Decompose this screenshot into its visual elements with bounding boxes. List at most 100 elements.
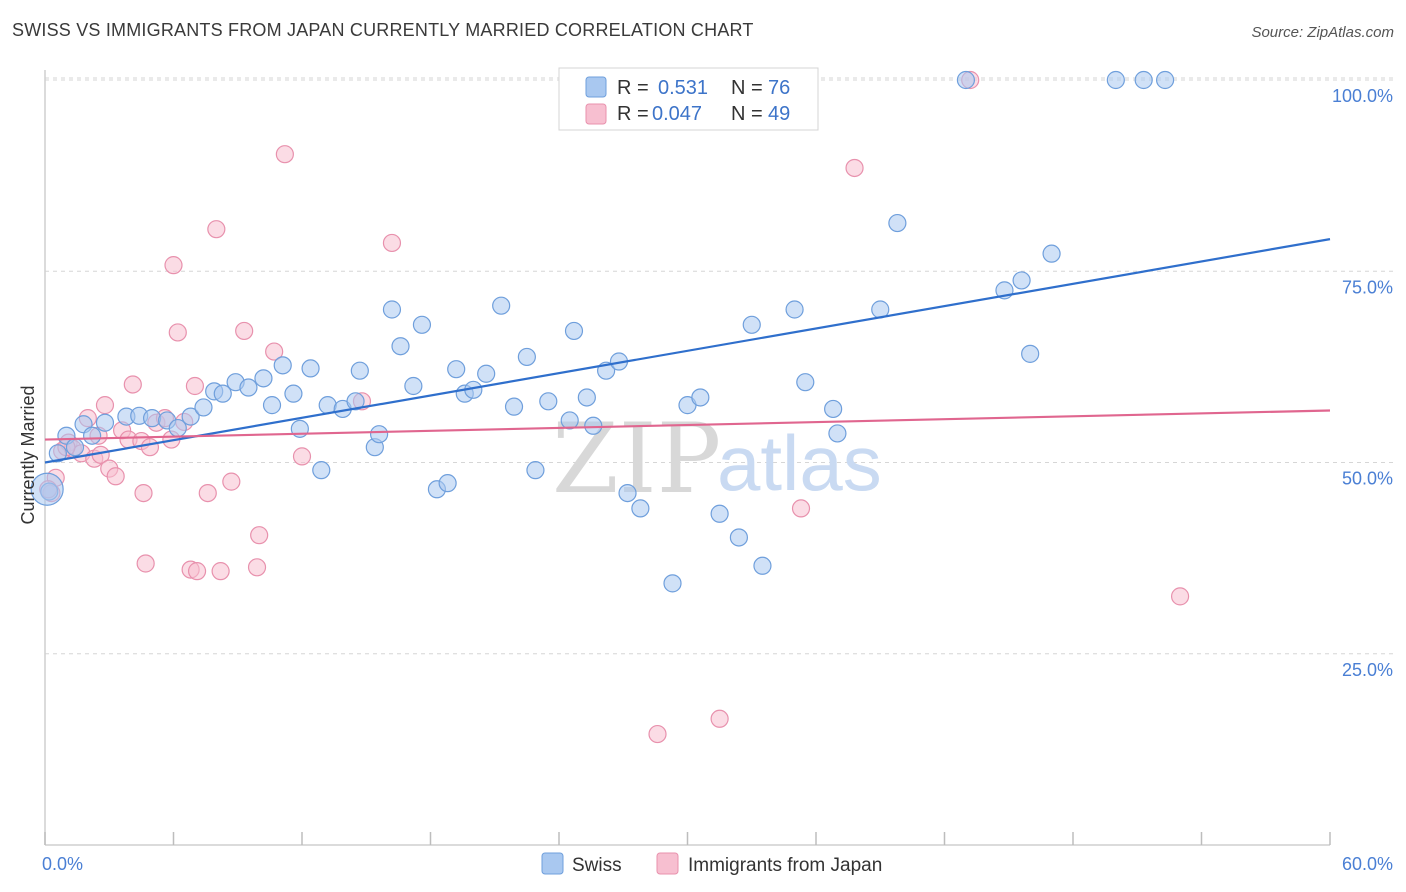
japan-point <box>845 158 864 178</box>
legend-swatch-swiss <box>585 76 607 98</box>
swiss-point <box>239 378 258 397</box>
swiss-point <box>517 347 536 367</box>
swiss-point <box>564 321 584 341</box>
japan-point <box>140 438 160 457</box>
japan-point <box>106 467 125 486</box>
y-tick-labels: 25.0% 50.0% 75.0% 100.0% <box>1332 86 1393 680</box>
japan-point <box>136 554 155 573</box>
swiss-point <box>312 461 331 480</box>
swiss-point <box>504 397 524 416</box>
swiss-point <box>412 315 432 334</box>
swiss-point <box>447 360 466 379</box>
japan-trendline <box>44 409 1331 441</box>
japan-point <box>222 472 241 491</box>
swiss-point <box>710 504 729 523</box>
japan-point <box>235 321 254 341</box>
swiss-point <box>1155 70 1175 90</box>
swiss-point <box>142 409 162 428</box>
swiss-point <box>539 392 558 411</box>
swiss-point <box>785 300 804 319</box>
swiss-point <box>492 296 511 315</box>
legend-swatch-japan <box>585 103 607 125</box>
japan-point <box>710 709 729 728</box>
japan-point <box>123 375 142 394</box>
legend-r-value-japan: 0.047 <box>652 103 702 125</box>
watermark: ZIP atlas <box>552 403 882 515</box>
swiss-point <box>560 411 579 430</box>
japan-point <box>134 484 153 503</box>
swiss-point <box>663 574 682 593</box>
japan-point <box>168 323 187 342</box>
swiss-point <box>350 361 369 380</box>
swiss-point <box>742 315 761 334</box>
swiss-points <box>30 70 1175 593</box>
chart-title: SWISS VS IMMIGRANTS FROM JAPAN CURRENTLY… <box>12 20 754 40</box>
japan-point <box>275 145 294 164</box>
legend-n-value-japan: 49 <box>768 103 790 125</box>
swiss-point <box>1012 271 1031 290</box>
swiss-point <box>888 213 907 233</box>
swiss-point <box>691 388 710 407</box>
watermark-zip: ZIP <box>552 403 721 515</box>
y-tick-label: 75.0% <box>1342 277 1393 297</box>
swiss-point <box>95 413 115 432</box>
swiss-point <box>65 438 85 457</box>
japan-point <box>250 526 269 545</box>
bottom-legend-label-japan: Immigrants from Japan <box>688 855 882 876</box>
swiss-point <box>438 474 457 493</box>
japan-point <box>187 562 207 581</box>
japan-point <box>247 558 267 577</box>
swiss-point <box>370 425 389 444</box>
swiss-point <box>584 416 603 435</box>
swiss-point <box>346 392 365 411</box>
legend-r-label: R = <box>617 77 649 99</box>
swiss-point <box>391 337 410 356</box>
swiss-point <box>301 359 320 378</box>
bottom-legend-swatch-japan <box>656 852 679 875</box>
y-tick-label: 25.0% <box>1342 660 1393 680</box>
y-axis-title: Currently Married <box>18 385 38 524</box>
swiss-trendline <box>44 238 1331 464</box>
swiss-point <box>956 70 976 90</box>
japan-point <box>198 484 217 503</box>
swiss-point <box>1134 70 1153 90</box>
swiss-point <box>273 356 292 375</box>
japan-point <box>185 376 205 396</box>
japan-point <box>1170 587 1190 606</box>
swiss-point <box>1106 70 1125 90</box>
swiss-point <box>181 407 200 426</box>
japan-point <box>207 220 226 239</box>
swiss-point <box>824 399 843 419</box>
legend-r-label: R = <box>617 103 649 125</box>
legend-n-label: N = <box>731 77 763 99</box>
correlation-legend: R = 0.531 N = 76 R = 0.047 N = 49 <box>558 67 819 131</box>
x-tick-label-max: 60.0% <box>1342 854 1393 874</box>
swiss-point <box>254 369 273 388</box>
watermark-atlas: atlas <box>717 419 882 507</box>
grid <box>45 77 1395 655</box>
swiss-point <box>318 396 337 415</box>
swiss-point <box>753 556 772 575</box>
legend-n-value-swiss: 76 <box>768 77 790 99</box>
japan-point <box>95 396 115 415</box>
swiss-point <box>382 300 402 319</box>
swiss-point <box>828 424 847 443</box>
swiss-point <box>729 528 749 547</box>
legend-r-value-swiss: 0.531 <box>658 77 708 99</box>
swiss-point <box>526 461 545 480</box>
swiss-point <box>194 398 213 417</box>
y-tick-label: 100.0% <box>1332 86 1393 106</box>
bottom-legend-swatch-swiss <box>541 852 564 875</box>
swiss-point <box>213 384 232 403</box>
source-label: Source: ZipAtlas.com <box>1251 24 1394 41</box>
japan-point <box>292 447 312 466</box>
japan-point <box>648 724 667 744</box>
swiss-point <box>48 444 67 463</box>
swiss-point <box>631 499 650 518</box>
swiss-point <box>284 384 303 403</box>
x-tick-label-min: 0.0% <box>42 854 83 874</box>
swiss-point <box>796 373 815 392</box>
swiss-point <box>404 376 423 396</box>
swiss-point <box>577 388 596 407</box>
